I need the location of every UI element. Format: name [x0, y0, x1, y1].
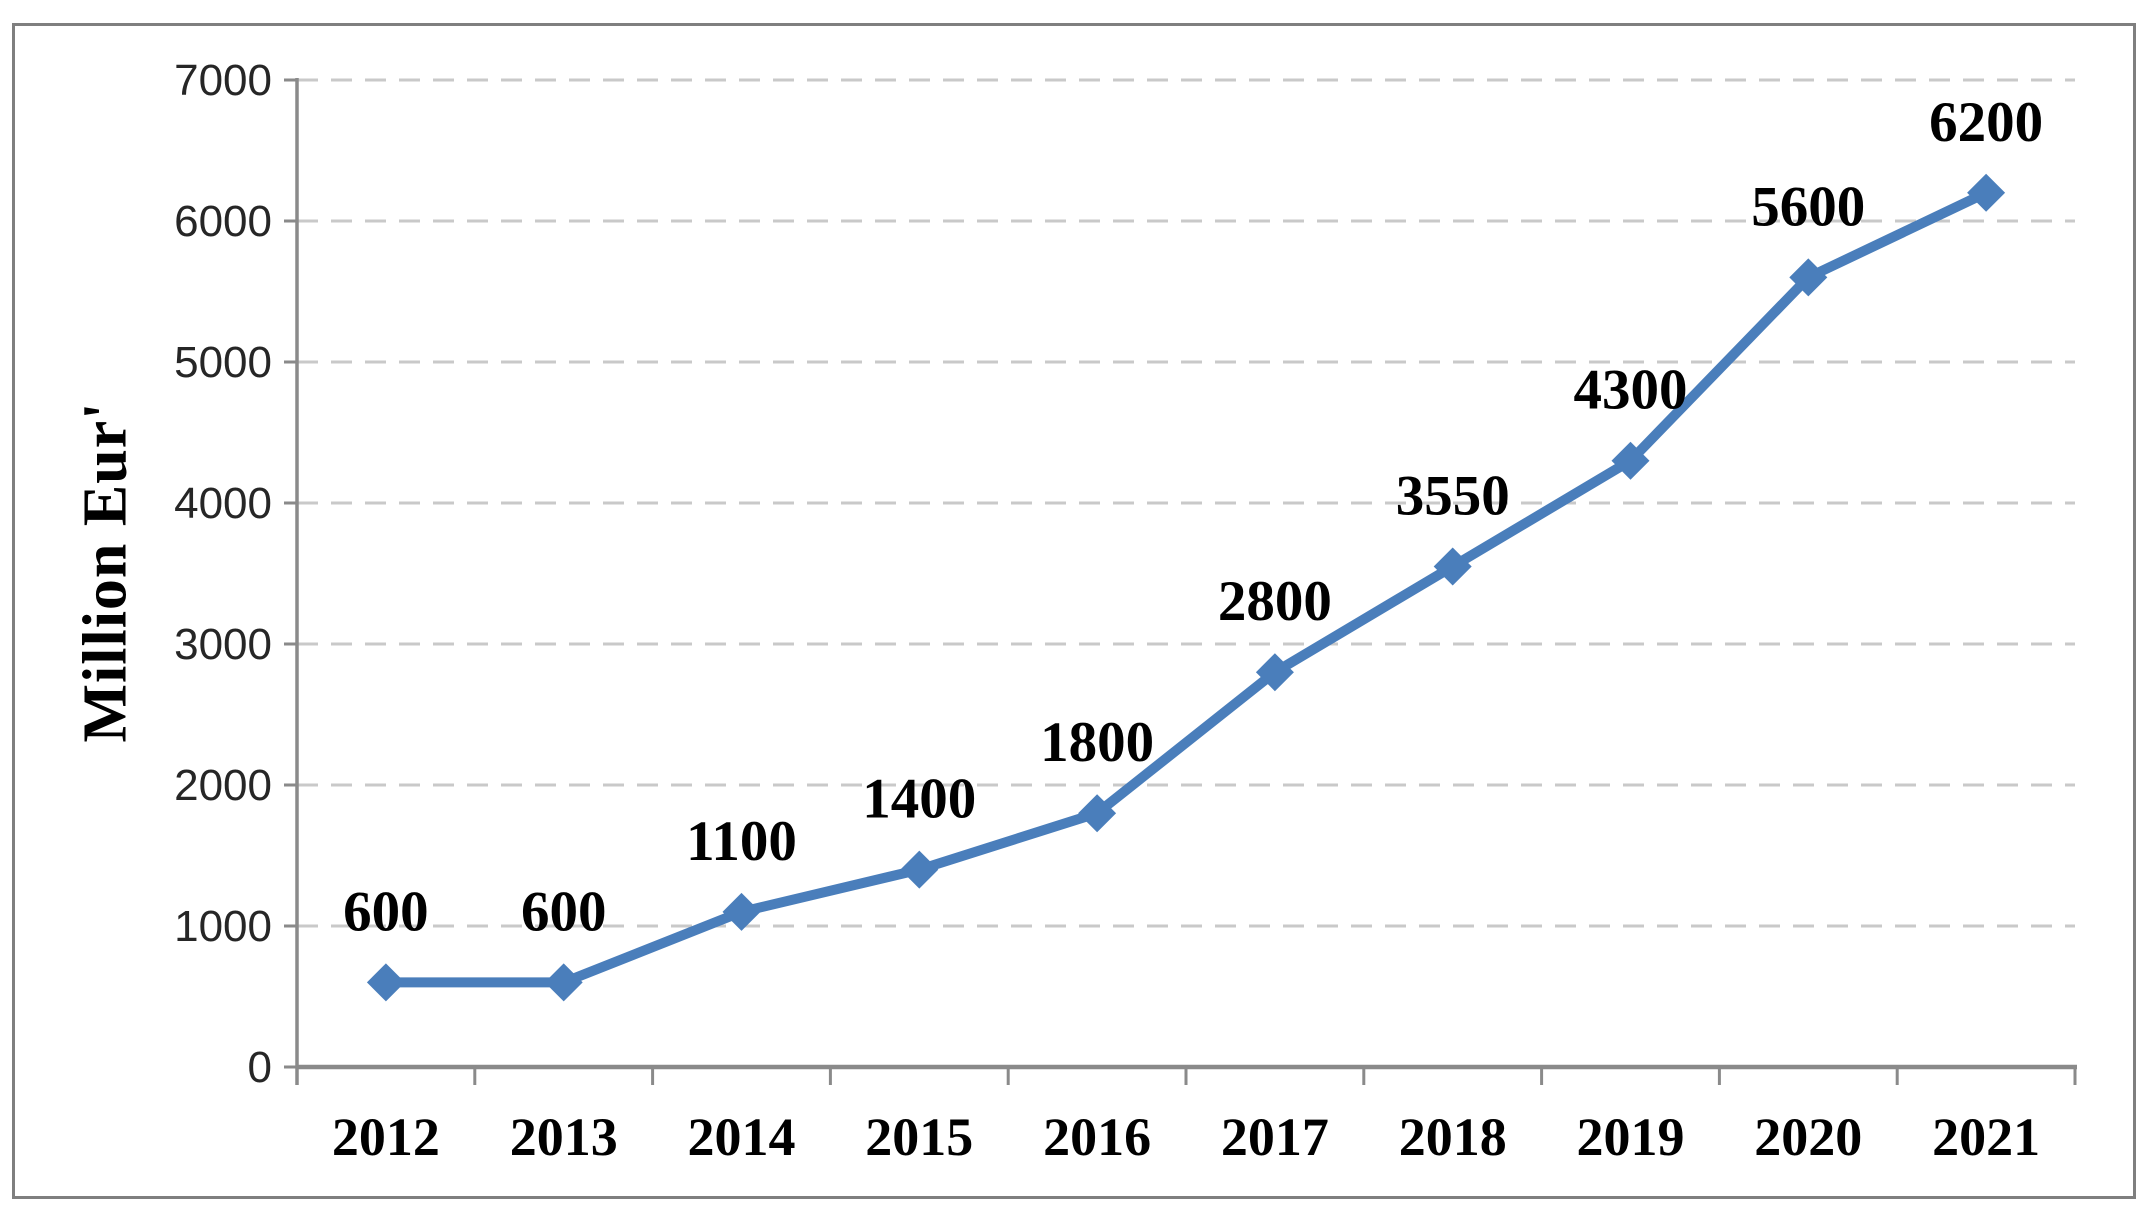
- x-tick-label: 2013: [510, 1107, 618, 1167]
- data-label: 1800: [1040, 711, 1154, 774]
- y-tick-label: 0: [248, 1043, 272, 1092]
- x-tick-label: 2016: [1043, 1107, 1151, 1167]
- x-tick-label: 2015: [865, 1107, 973, 1167]
- y-tick-label: 5000: [174, 338, 272, 387]
- data-label: 6200: [1929, 91, 2043, 154]
- series-line: [380, 187, 1992, 988]
- y-axis-title: Million Eur': [71, 401, 140, 743]
- data-point-marker: [544, 963, 583, 1002]
- y-tick-label: 4000: [174, 479, 272, 528]
- x-tick-label: 2021: [1932, 1107, 2040, 1167]
- data-label: 4300: [1574, 359, 1688, 422]
- y-tick-label: 7000: [174, 56, 272, 105]
- data-label: 5600: [1751, 175, 1865, 238]
- data-label: 1400: [862, 768, 976, 831]
- x-tick-label: 2012: [332, 1107, 440, 1167]
- data-point-marker: [1789, 258, 1828, 297]
- data-point-marker: [1433, 547, 1472, 586]
- data-point-marker: [1255, 653, 1294, 692]
- x-tick-label: 2014: [688, 1107, 796, 1167]
- y-tick-label: 6000: [174, 197, 272, 246]
- data-point-marker: [722, 892, 761, 931]
- data-label: 2800: [1218, 570, 1332, 633]
- data-point-marker: [1078, 794, 1117, 833]
- data-label: 600: [343, 880, 429, 943]
- data-label: 1100: [686, 810, 797, 873]
- x-tick-label: 2017: [1221, 1107, 1329, 1167]
- y-tick-label: 2000: [174, 761, 272, 810]
- x-tick-label: 2018: [1399, 1107, 1507, 1167]
- x-tick-label: 2019: [1577, 1107, 1685, 1167]
- data-point-marker: [366, 963, 405, 1002]
- x-tick-label: 2020: [1754, 1107, 1862, 1167]
- data-point-marker: [900, 850, 939, 889]
- data-label: 600: [521, 880, 607, 943]
- data-point-marker: [1967, 173, 2006, 212]
- y-tick-label: 3000: [174, 620, 272, 669]
- data-label: 3550: [1396, 464, 1510, 527]
- data-point-marker: [1611, 441, 1650, 480]
- y-tick-label: 1000: [174, 902, 272, 951]
